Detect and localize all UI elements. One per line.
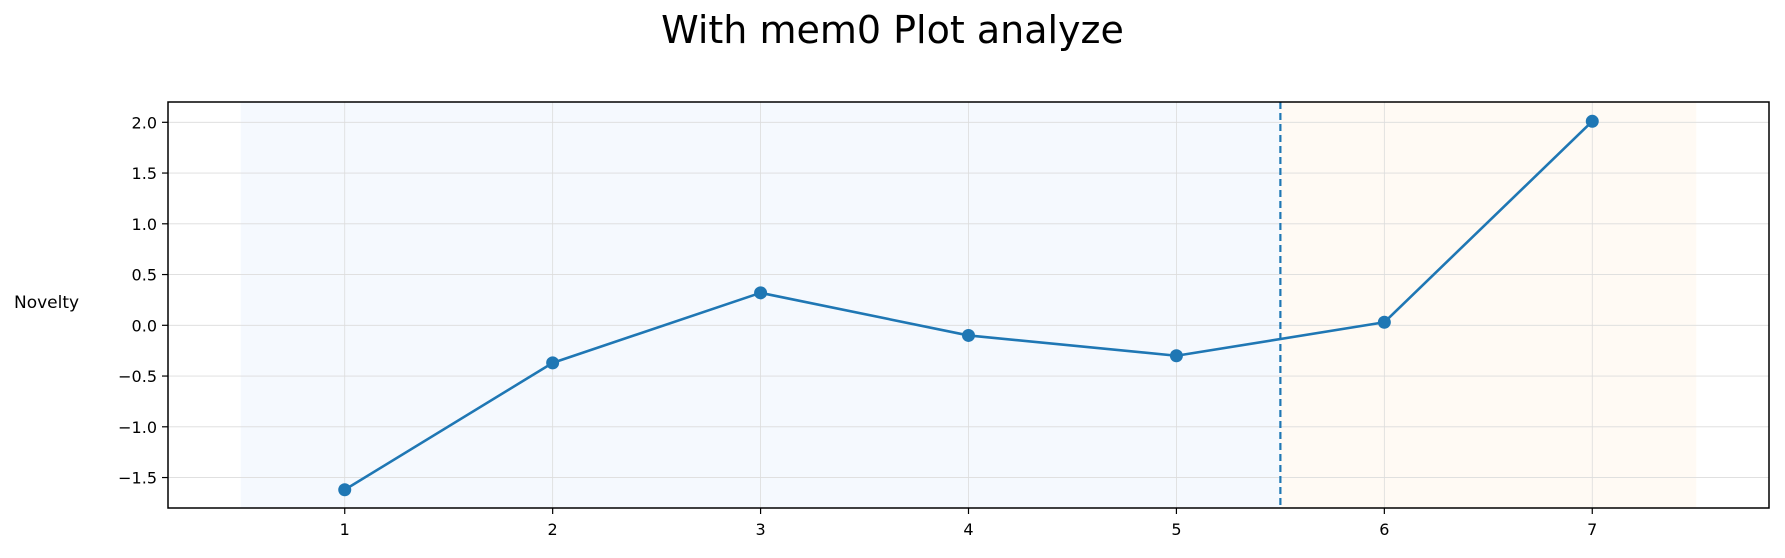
data-point-5 bbox=[1169, 349, 1183, 363]
x-tick-label: 4 bbox=[963, 520, 973, 539]
y-tick-label: 0.0 bbox=[132, 316, 157, 335]
y-tick-label: 0.5 bbox=[132, 266, 157, 285]
chart-title: With mem0 Plot analyze bbox=[661, 8, 1124, 52]
shaded-region-2 bbox=[1280, 102, 1697, 508]
y-tick-label: 1.5 bbox=[132, 164, 157, 183]
data-point-2 bbox=[546, 356, 560, 370]
x-tick-label: 7 bbox=[1587, 520, 1597, 539]
data-point-1 bbox=[338, 483, 352, 497]
data-point-6 bbox=[1377, 315, 1391, 329]
x-tick-label: 6 bbox=[1379, 520, 1389, 539]
y-tick-label: −1.5 bbox=[118, 469, 157, 488]
x-tick-label: 1 bbox=[340, 520, 350, 539]
y-axis-label: Novelty bbox=[14, 293, 80, 313]
y-tick-label: 1.0 bbox=[132, 215, 157, 234]
x-tick-label: 5 bbox=[1171, 520, 1181, 539]
data-point-7 bbox=[1585, 114, 1599, 128]
y-tick-label: 2.0 bbox=[132, 113, 157, 132]
data-point-3 bbox=[754, 286, 768, 300]
x-tick-label: 3 bbox=[755, 520, 765, 539]
y-tick-label: −0.5 bbox=[118, 367, 157, 386]
data-point-4 bbox=[962, 328, 975, 342]
y-tick-label: −1.0 bbox=[118, 418, 157, 437]
x-tick-label: 2 bbox=[548, 520, 558, 539]
